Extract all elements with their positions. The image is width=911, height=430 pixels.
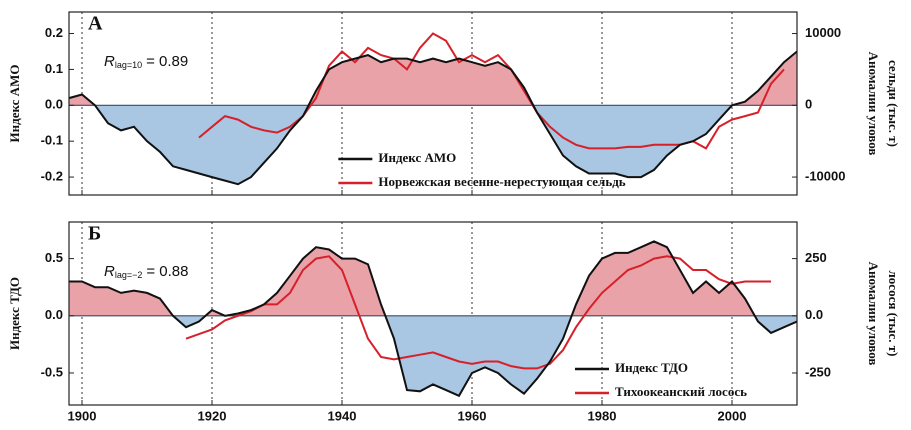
y2-tick-label: 250 bbox=[805, 250, 827, 265]
y-tick-label: 0.1 bbox=[45, 61, 63, 76]
panel-label: А bbox=[88, 13, 103, 35]
y-axis-label: Индекс АМО bbox=[7, 65, 22, 143]
area-negative bbox=[94, 105, 733, 185]
plot-frame bbox=[68, 11, 798, 196]
y-tick-label: -0.2 bbox=[41, 168, 63, 183]
x-tick-label: 1900 bbox=[68, 408, 97, 423]
stat-annotation: Rlag=−2 = 0.88 bbox=[104, 263, 189, 280]
y2-tick-label: 0.0 bbox=[805, 307, 823, 322]
legend-label: Индекс АМО bbox=[378, 150, 456, 165]
area-positive bbox=[69, 51, 797, 106]
plot-frame bbox=[68, 221, 798, 406]
stat-subscript: lag=10 bbox=[115, 60, 142, 70]
area-positive bbox=[69, 241, 755, 316]
legend-label: Тихоокеанский лосось bbox=[615, 384, 747, 399]
panel-label: Б bbox=[88, 223, 101, 245]
x-tick-label: 1920 bbox=[198, 408, 227, 423]
y2-tick-label: -10000 bbox=[805, 168, 845, 183]
y-tick-label: 0.0 bbox=[45, 97, 63, 112]
legend-label: Индекс ТДО bbox=[615, 360, 688, 375]
series-line bbox=[69, 240, 797, 398]
y2-axis-label: Аномалии уловов bbox=[866, 52, 881, 156]
y2-tick-label: -250 bbox=[805, 364, 831, 379]
x-tick-label: 1980 bbox=[588, 408, 617, 423]
stat-symbol: R bbox=[104, 263, 115, 280]
y2-axis-label: лосося (тыс. т) bbox=[886, 271, 901, 357]
stat-subscript: lag=−2 bbox=[115, 270, 143, 280]
series-line bbox=[69, 50, 797, 186]
x-tick-label: 1940 bbox=[328, 408, 357, 423]
y-tick-label: 0.2 bbox=[45, 25, 63, 40]
stat-symbol: R bbox=[104, 53, 115, 70]
panel: -0.2 -0.1 0.0 0.1 0.2 -10000 0 10000 Индекс АМО А… bbox=[7, 11, 901, 196]
area-negative bbox=[69, 315, 797, 396]
y-tick-label: -0.1 bbox=[41, 133, 63, 148]
legend-label: Норвежская весенне-нерестующая сельдь bbox=[378, 174, 625, 189]
stat-annotation: Rlag=10 = 0.89 bbox=[104, 53, 188, 70]
y2-axis-label: сельди (тыс. т) bbox=[886, 60, 901, 147]
y2-tick-label: 10000 bbox=[805, 25, 841, 40]
x-tick-label: 2000 bbox=[718, 408, 747, 423]
y-axis-label: Индекс ТДО bbox=[7, 277, 22, 350]
y2-tick-label: 0 bbox=[805, 97, 812, 112]
stat-value: = 0.89 bbox=[146, 53, 188, 70]
panel: 1900 1920 1940 1960 1980 2000 -0.5 0.0 0.5 -250 0.… bbox=[7, 221, 901, 423]
y-tick-label: 0.5 bbox=[45, 250, 63, 265]
y2-axis-label: Аномалии уловов bbox=[866, 262, 881, 366]
x-tick-label: 1960 bbox=[458, 408, 487, 423]
y-tick-label: -0.5 bbox=[41, 364, 63, 379]
y-tick-label: 0.0 bbox=[45, 307, 63, 322]
stat-value: = 0.88 bbox=[146, 263, 188, 280]
